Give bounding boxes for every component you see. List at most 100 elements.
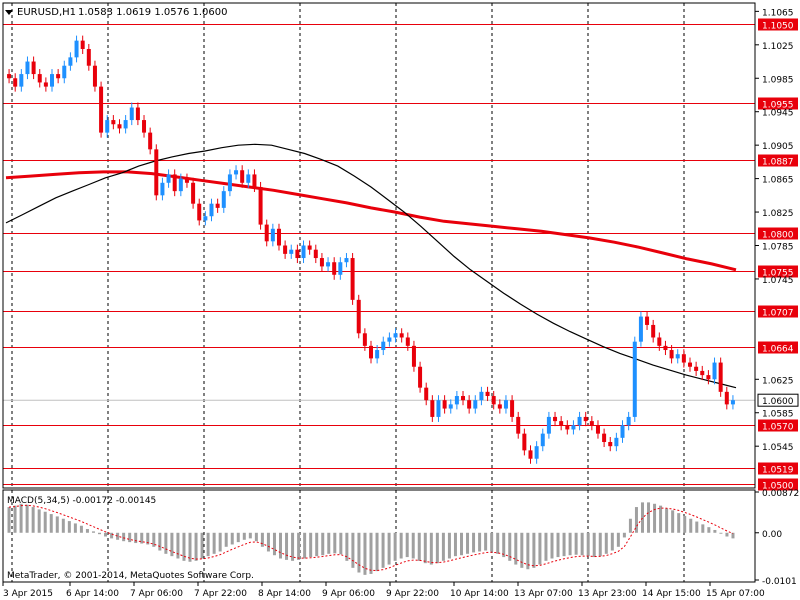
price-tick-label: 1.0945 [762, 109, 794, 119]
candle-body [344, 258, 349, 263]
macd-signal-line [8, 504, 734, 572]
candle-body [387, 337, 392, 342]
candle-body [497, 404, 502, 409]
candle-body [62, 65, 67, 79]
candle-body [718, 362, 723, 392]
ohlc-readout: 1.0583 1.0619 1.0576 1.0600 [78, 7, 228, 18]
candle-body [191, 182, 196, 204]
candle-body [620, 425, 625, 438]
candle-body [19, 74, 24, 87]
candle-body [571, 425, 576, 430]
level-label: 1.0755 [762, 269, 794, 279]
level-label-box [758, 18, 798, 31]
candle-body [117, 124, 122, 129]
candle-body [148, 132, 153, 150]
macd-panel-border [2, 489, 756, 583]
candle-body [13, 78, 18, 87]
candle-body [221, 191, 226, 208]
candle-body [375, 350, 380, 359]
candle-body [154, 149, 159, 196]
macd-tick-label: 0.00872 [762, 489, 799, 499]
level-label: 1.0707 [762, 309, 794, 319]
sma-fast-layer [5, 143, 737, 389]
candle-body [215, 203, 220, 208]
candle-body [393, 333, 398, 338]
time-label: 8 Apr 14:00 [258, 589, 311, 599]
candle-body [522, 433, 527, 451]
candle-body [338, 262, 343, 275]
candle-body [724, 391, 729, 405]
chart-header: EURUSD,H1 1.0583 1.0619 1.0576 1.0600 [5, 7, 228, 18]
current-price-box [757, 393, 799, 407]
candle-body [86, 48, 91, 66]
grid [11, 3, 685, 582]
candle-body [559, 421, 564, 426]
candle-body [626, 416, 631, 426]
candle-body [485, 391, 490, 397]
candle-body [454, 396, 459, 405]
candle-body [614, 437, 619, 447]
candle-body [31, 61, 36, 75]
candle-body [411, 345, 416, 367]
dropdown-triangle-icon[interactable] [5, 10, 13, 15]
candle-body [651, 324, 656, 338]
symbol-timeframe: EURUSD,H1 [17, 7, 76, 18]
price-tick-label: 1.0985 [762, 75, 794, 85]
level-label-box [758, 227, 798, 240]
candle-body [461, 396, 466, 401]
candle-body [319, 258, 324, 267]
candle-body [362, 333, 367, 346]
price-tick-label: 1.1065 [762, 8, 794, 18]
candle-body [326, 262, 331, 267]
candle-body [25, 61, 30, 75]
candle-body [712, 362, 717, 380]
candle-body [289, 249, 294, 254]
candle-body [203, 216, 208, 221]
price-tick-label: 1.1025 [762, 42, 794, 52]
candle-body [92, 65, 97, 87]
level-label-box [758, 265, 798, 278]
price-tick-label: 1.0905 [762, 142, 794, 152]
macd-histogram [7, 502, 735, 575]
candle-body [332, 262, 337, 275]
candle-body [430, 400, 435, 417]
candle-body [227, 174, 232, 192]
sma-fast-line [5, 143, 737, 389]
candle-body [381, 341, 386, 351]
horizontal-levels [3, 24, 755, 485]
candle-body [37, 74, 42, 83]
level-label: 1.1050 [762, 22, 794, 32]
candle-body [142, 120, 147, 133]
price-tick-label: 1.0745 [762, 276, 794, 286]
current-price-label: 1.0600 [762, 397, 794, 407]
copyright: MetaTrader, © 2001-2014, MetaQuotes Soft… [7, 571, 254, 581]
level-label: 1.0664 [762, 345, 794, 355]
price-tick-label: 1.0865 [762, 176, 794, 186]
candle-body [50, 74, 55, 87]
candle-body [694, 366, 699, 371]
macd-axis: 0.00872 0.00 -0.0101 [755, 489, 799, 587]
time-label: 9 Apr 22:00 [386, 589, 439, 599]
candle-body [356, 299, 361, 334]
time-label: 7 Apr 22:00 [194, 589, 247, 599]
price-axis: 1.1050 1.0955 1.0887 1.0800 1.0755 1.0707 1.06… [755, 8, 799, 492]
time-label: 9 Apr 06:00 [322, 589, 375, 599]
candle-body [540, 433, 545, 447]
candle-body [546, 416, 551, 434]
candle-body [687, 362, 692, 367]
candle-body [184, 178, 189, 183]
price-tick-label: 1.0625 [762, 376, 794, 386]
candle-body [301, 245, 306, 259]
level-label: 1.0570 [762, 423, 794, 433]
candle-body [234, 170, 239, 175]
candle-body [730, 400, 735, 405]
macd-label: MACD(5,34,5) -0.00172 -0.00145 [7, 496, 156, 506]
sma-slow-layer [5, 170, 737, 272]
candle-body [565, 425, 570, 430]
candle-body [553, 416, 558, 422]
candle-body [669, 350, 674, 359]
candle-body [516, 416, 521, 434]
candle-body [313, 249, 318, 259]
